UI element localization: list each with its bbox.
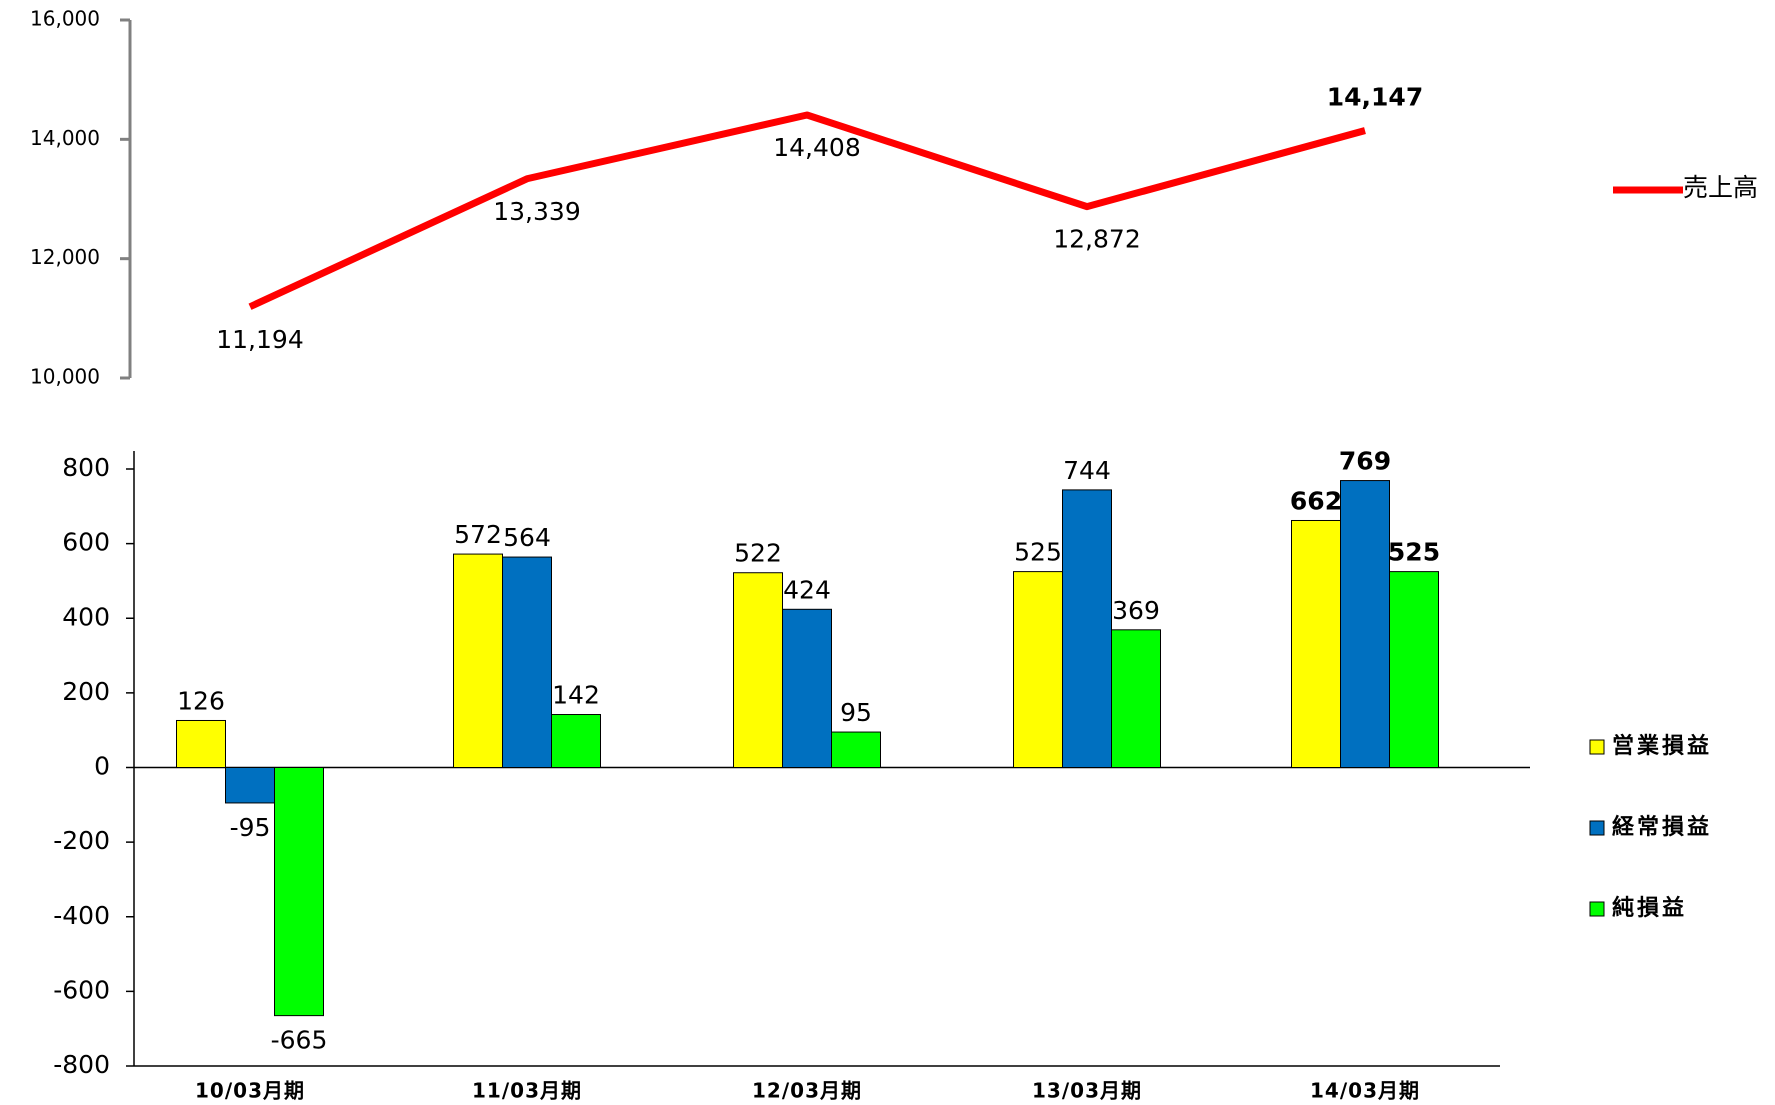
- bar: [274, 767, 324, 1017]
- y-tick-label: 12,000: [30, 245, 100, 269]
- bar: [1013, 571, 1063, 768]
- legend-swatch: [1589, 739, 1605, 755]
- y-tick-label: 0: [94, 752, 110, 781]
- data-label: 12,872: [1053, 225, 1140, 254]
- bar: [1389, 571, 1439, 768]
- x-tick-label: 14/03月期: [1310, 1079, 1420, 1103]
- y-tick-label: 600: [62, 528, 110, 557]
- legend-label: 売上高: [1683, 173, 1758, 202]
- bar: [453, 553, 503, 769]
- data-label: 744: [1063, 456, 1111, 485]
- y-tick-label: -400: [53, 901, 110, 930]
- data-label: 662: [1290, 486, 1342, 515]
- data-label: 126: [177, 686, 225, 715]
- y-tick-label: 16,000: [30, 7, 100, 31]
- y-tick-label: -600: [53, 975, 110, 1004]
- bar: [502, 556, 552, 768]
- line-series: [248, 111, 1366, 310]
- data-label: 142: [552, 681, 600, 710]
- y-tick-label: 14,000: [30, 126, 100, 150]
- y-tick-label: 400: [62, 602, 110, 631]
- data-label: 14,408: [773, 133, 860, 162]
- bar: [551, 714, 601, 768]
- legend-swatch: [1589, 901, 1605, 917]
- bar: [831, 731, 881, 768]
- bar: [1340, 480, 1390, 768]
- x-tick-label: 12/03月期: [752, 1079, 862, 1103]
- bar: [225, 767, 275, 804]
- data-label: 424: [783, 575, 831, 604]
- data-label: 11,194: [216, 325, 303, 354]
- data-label: -95: [230, 813, 271, 842]
- legend-label: 営業損益: [1612, 733, 1712, 759]
- y-tick-label: -800: [53, 1050, 110, 1079]
- data-label: 525: [1014, 538, 1062, 567]
- legend-swatch: [1589, 820, 1605, 836]
- data-label: 369: [1112, 596, 1160, 625]
- x-tick-label: 13/03月期: [1032, 1079, 1142, 1103]
- data-label: 522: [734, 539, 782, 568]
- bar: [176, 719, 226, 769]
- legend-label: 経常損益: [1612, 814, 1712, 840]
- data-label: 769: [1339, 447, 1391, 476]
- data-label: 13,339: [493, 197, 580, 226]
- data-label: 572: [454, 520, 502, 549]
- y-tick-label: -200: [53, 826, 110, 855]
- data-label: 95: [840, 698, 872, 727]
- y-tick-label: 10,000: [30, 365, 100, 389]
- y-tick-label: 800: [62, 453, 110, 482]
- bar: [733, 572, 783, 769]
- x-tick-label: 10/03月期: [195, 1079, 305, 1103]
- x-tick-label: 11/03月期: [472, 1079, 582, 1103]
- bar: [1111, 629, 1161, 769]
- bar: [782, 608, 832, 768]
- data-label: 564: [503, 523, 551, 552]
- legend-label: 純損益: [1612, 895, 1687, 921]
- bar: [1062, 489, 1112, 768]
- bar: [1291, 519, 1341, 769]
- data-label: 525: [1388, 538, 1440, 567]
- y-tick-label: 200: [62, 677, 110, 706]
- data-label: 14,147: [1327, 83, 1423, 112]
- data-label: -665: [271, 1026, 328, 1055]
